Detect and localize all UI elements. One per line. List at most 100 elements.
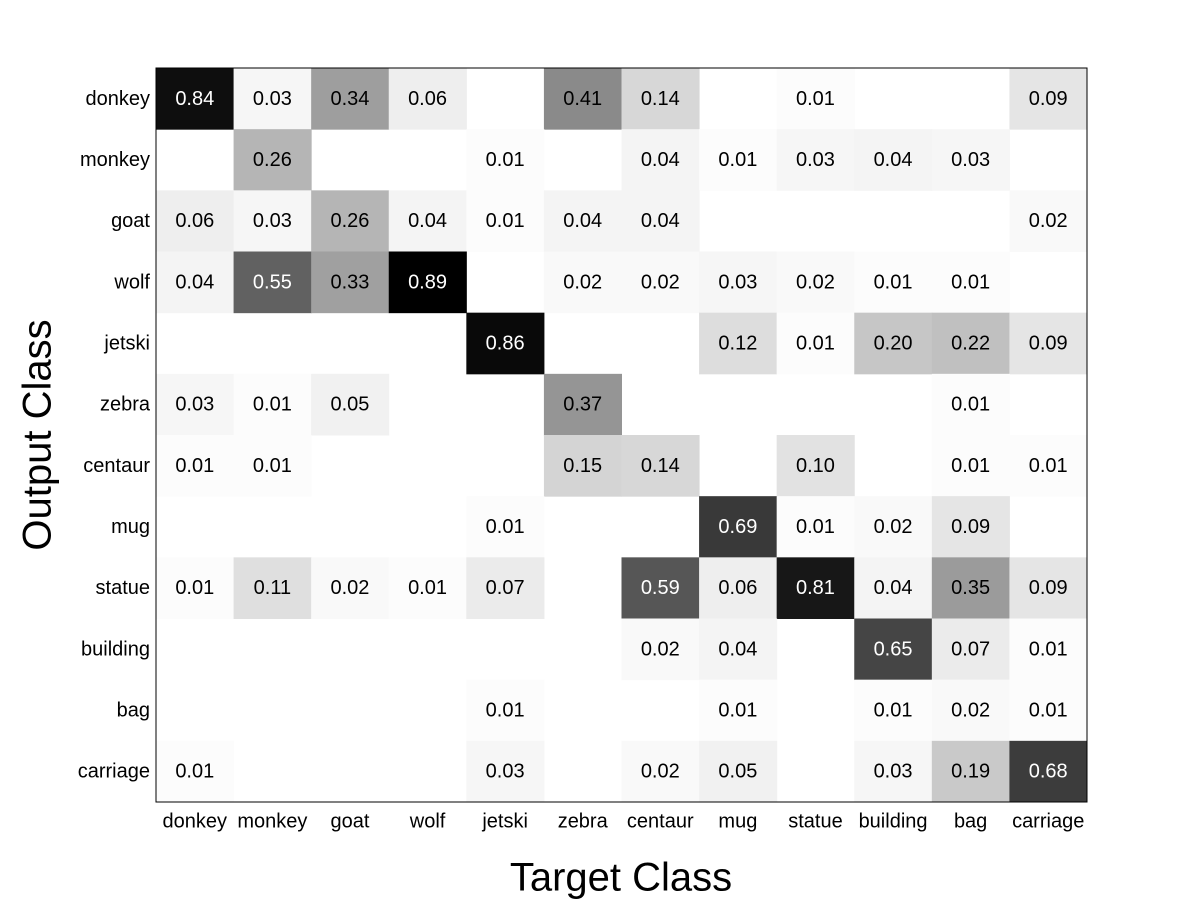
cell-label: 0.05 bbox=[330, 394, 369, 416]
x-tick-label: carriage bbox=[1012, 810, 1084, 832]
cell-label: 0.04 bbox=[874, 149, 913, 171]
heatmap-cell bbox=[699, 496, 778, 558]
cell-label: 0.26 bbox=[253, 149, 292, 171]
cell-label: 0.01 bbox=[486, 700, 525, 722]
cell-label: 0.09 bbox=[951, 516, 990, 538]
cell-label: 0.04 bbox=[718, 638, 757, 660]
cell-label: 0.10 bbox=[796, 455, 835, 477]
heatmap-cell bbox=[699, 679, 778, 742]
heatmap-cell bbox=[699, 129, 778, 191]
plot-frame bbox=[155, 67, 1088, 803]
heatmap-cell bbox=[466, 312, 545, 375]
heatmap-cell bbox=[233, 373, 312, 436]
cell-label: 0.33 bbox=[330, 271, 369, 293]
y-tick-label: goat bbox=[111, 210, 150, 232]
cell-label: 0.01 bbox=[175, 761, 214, 783]
heatmap-cell bbox=[931, 679, 1010, 742]
heatmap-cell bbox=[233, 129, 312, 191]
y-tick-label: monkey bbox=[80, 149, 150, 171]
heatmap-cell bbox=[776, 557, 855, 619]
cell-label: 0.06 bbox=[718, 577, 757, 599]
cell-label: 0.04 bbox=[563, 210, 602, 232]
heatmap-cell bbox=[233, 190, 312, 252]
x-axis-label: Target Class bbox=[510, 856, 732, 900]
heatmap-cell bbox=[854, 251, 933, 314]
heatmap-cell bbox=[931, 312, 1010, 375]
heatmap-cell bbox=[233, 435, 312, 497]
heatmap-cell bbox=[1009, 740, 1088, 803]
heatmap-cell bbox=[621, 740, 700, 803]
x-tick-label: goat bbox=[330, 810, 369, 832]
cell-label: 0.01 bbox=[253, 394, 292, 416]
cells: 0.84 0.03 0.34 0.06 0.41 0.14 0.01 0.09 0.26 0.01… bbox=[156, 68, 1088, 803]
cell-label: 0.09 bbox=[1029, 333, 1068, 355]
cell-label: 0.01 bbox=[796, 516, 835, 538]
x-tick-label: wolf bbox=[409, 810, 446, 832]
cell-label: 0.81 bbox=[796, 577, 835, 599]
heatmap-cell bbox=[543, 373, 622, 436]
x-tick-label: centaur bbox=[627, 810, 694, 832]
heatmap-cell bbox=[776, 251, 855, 314]
cell-label: 0.01 bbox=[874, 271, 913, 293]
cell-label: 0.14 bbox=[641, 455, 680, 477]
cell-label: 0.35 bbox=[951, 577, 990, 599]
heatmap-cell bbox=[466, 129, 545, 191]
heatmap-cell bbox=[1009, 68, 1088, 130]
cell-label: 0.41 bbox=[563, 88, 602, 110]
heatmap-cell bbox=[311, 68, 390, 130]
heatmap-cell bbox=[311, 373, 390, 436]
heatmap-cell bbox=[311, 190, 390, 252]
heatmap-cell bbox=[233, 251, 312, 314]
heatmap-cell bbox=[156, 68, 235, 130]
cell-label: 0.01 bbox=[253, 455, 292, 477]
cell-label: 0.19 bbox=[951, 761, 990, 783]
cell-label: 0.03 bbox=[486, 761, 525, 783]
heatmap-cell bbox=[854, 312, 933, 375]
cell-label: 0.55 bbox=[253, 271, 292, 293]
heatmap-cell bbox=[699, 740, 778, 803]
cell-label: 0.69 bbox=[718, 516, 757, 538]
heatmap-cell bbox=[156, 373, 235, 436]
cell-label: 0.05 bbox=[718, 761, 757, 783]
cell-label: 0.01 bbox=[1029, 700, 1068, 722]
heatmap-cell bbox=[854, 679, 933, 742]
heatmap-cell bbox=[931, 496, 1010, 558]
cell-label: 0.06 bbox=[175, 210, 214, 232]
x-tick-label: building bbox=[859, 810, 928, 832]
y-tick-label: donkey bbox=[86, 88, 151, 110]
y-tick-label: zebra bbox=[100, 394, 151, 416]
heatmap-cell bbox=[621, 68, 700, 130]
heatmap-cell bbox=[854, 129, 933, 191]
cell-label: 0.02 bbox=[796, 271, 835, 293]
heatmap-cell bbox=[1009, 312, 1088, 375]
heatmap-cell bbox=[543, 190, 622, 252]
y-tick-label: building bbox=[81, 638, 150, 660]
cell-label: 0.01 bbox=[408, 577, 447, 599]
heatmap-cell bbox=[931, 618, 1010, 681]
heatmap-cell bbox=[466, 496, 545, 558]
cell-label: 0.07 bbox=[486, 577, 525, 599]
cell-label: 0.02 bbox=[330, 577, 369, 599]
cell-label: 0.03 bbox=[951, 149, 990, 171]
y-axis-label: Output Class bbox=[16, 319, 60, 550]
heatmap-cell bbox=[156, 740, 235, 803]
cell-label: 0.04 bbox=[408, 210, 447, 232]
heatmap-cell bbox=[1009, 190, 1088, 252]
heatmap-cell bbox=[621, 435, 700, 497]
y-tick-label: wolf bbox=[113, 271, 150, 293]
heatmap-cell bbox=[621, 129, 700, 191]
heatmap-cell bbox=[233, 68, 312, 130]
cell-label: 0.01 bbox=[1029, 455, 1068, 477]
cell-label: 0.20 bbox=[874, 333, 913, 355]
heatmap-cell bbox=[388, 251, 467, 314]
cell-label: 0.01 bbox=[486, 149, 525, 171]
cell-label: 0.02 bbox=[641, 638, 680, 660]
heatmap-cell bbox=[699, 557, 778, 619]
cell-label: 0.02 bbox=[1029, 210, 1068, 232]
y-tick-label: jetski bbox=[103, 333, 150, 355]
cell-label: 0.03 bbox=[253, 88, 292, 110]
cell-label: 0.02 bbox=[563, 271, 602, 293]
x-tick-label: monkey bbox=[237, 810, 307, 832]
heatmap-cell bbox=[466, 557, 545, 619]
cell-label: 0.04 bbox=[175, 271, 214, 293]
